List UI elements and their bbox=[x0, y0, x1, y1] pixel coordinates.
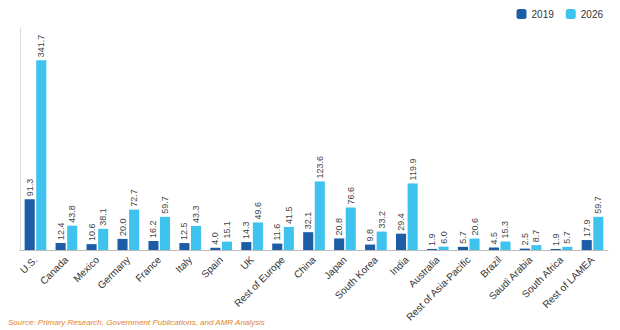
svg-text:15.1: 15.1 bbox=[222, 221, 232, 239]
svg-text:49.6: 49.6 bbox=[253, 202, 263, 220]
svg-text:20.6: 20.6 bbox=[470, 218, 480, 236]
svg-text:UK: UK bbox=[238, 254, 256, 272]
svg-text:76.6: 76.6 bbox=[346, 187, 356, 205]
svg-text:2019: 2019 bbox=[532, 9, 555, 20]
svg-text:Mexico: Mexico bbox=[71, 254, 101, 284]
svg-text:Rest of Asia-Pacific: Rest of Asia-Pacific bbox=[404, 254, 473, 323]
svg-text:Rest of Europe: Rest of Europe bbox=[232, 254, 287, 309]
svg-text:32.1: 32.1 bbox=[303, 212, 313, 230]
svg-text:38.1: 38.1 bbox=[98, 208, 108, 226]
svg-text:123.6: 123.6 bbox=[315, 156, 325, 179]
svg-text:South Africa: South Africa bbox=[519, 254, 566, 300]
svg-text:14.3: 14.3 bbox=[241, 222, 251, 240]
svg-text:10.6: 10.6 bbox=[87, 224, 97, 242]
svg-text:43.3: 43.3 bbox=[191, 205, 201, 223]
svg-text:1.9: 1.9 bbox=[427, 233, 437, 246]
svg-text:Australia: Australia bbox=[406, 254, 442, 290]
svg-text:12.5: 12.5 bbox=[179, 223, 189, 241]
svg-text:France: France bbox=[133, 254, 163, 284]
svg-text:16.2: 16.2 bbox=[148, 220, 158, 238]
svg-text:U.S.: U.S. bbox=[18, 254, 40, 276]
svg-text:341.7: 341.7 bbox=[36, 35, 46, 58]
svg-text:South Korea: South Korea bbox=[333, 254, 380, 301]
svg-text:Italy: Italy bbox=[173, 254, 194, 275]
svg-text:72.7: 72.7 bbox=[129, 189, 139, 207]
svg-text:119.9: 119.9 bbox=[408, 159, 418, 181]
svg-text:20.0: 20.0 bbox=[118, 218, 128, 236]
svg-text:8.7: 8.7 bbox=[531, 230, 541, 243]
svg-text:9.8: 9.8 bbox=[365, 229, 375, 242]
svg-text:India: India bbox=[388, 254, 411, 277]
svg-text:2.5: 2.5 bbox=[520, 233, 530, 246]
svg-text:4.0: 4.0 bbox=[210, 232, 220, 245]
svg-text:4.5: 4.5 bbox=[489, 232, 499, 245]
svg-text:59.7: 59.7 bbox=[593, 196, 603, 214]
svg-text:1.9: 1.9 bbox=[551, 233, 561, 246]
svg-text:17.9: 17.9 bbox=[582, 220, 592, 238]
svg-text:29.4: 29.4 bbox=[396, 213, 406, 231]
svg-text:12.4: 12.4 bbox=[56, 223, 66, 241]
svg-text:Rest of LAMEA: Rest of LAMEA bbox=[540, 254, 596, 310]
svg-text:Brazil: Brazil bbox=[478, 254, 503, 279]
svg-text:Saudi Arabia: Saudi Arabia bbox=[486, 254, 535, 302]
svg-text:11.6: 11.6 bbox=[272, 224, 282, 241]
svg-text:91.3: 91.3 bbox=[25, 179, 35, 197]
svg-text:Canada: Canada bbox=[38, 254, 71, 287]
svg-text:41.5: 41.5 bbox=[284, 206, 294, 224]
svg-text:43.8: 43.8 bbox=[67, 205, 77, 223]
svg-text:6.0: 6.0 bbox=[439, 231, 449, 244]
svg-text:5.7: 5.7 bbox=[562, 231, 572, 244]
svg-text:15.3: 15.3 bbox=[500, 221, 510, 239]
svg-text:Source: Primary Research, Gove: Source: Primary Research, Government Pub… bbox=[8, 318, 265, 327]
svg-text:5.7: 5.7 bbox=[458, 231, 468, 244]
svg-text:20.8: 20.8 bbox=[334, 218, 344, 236]
svg-text:China: China bbox=[292, 254, 319, 281]
svg-text:Spain: Spain bbox=[199, 254, 225, 280]
svg-text:2026: 2026 bbox=[581, 9, 604, 20]
svg-text:33.2: 33.2 bbox=[377, 211, 387, 229]
svg-text:59.7: 59.7 bbox=[160, 196, 170, 214]
svg-text:Japan: Japan bbox=[322, 254, 349, 281]
svg-text:Germany: Germany bbox=[95, 254, 132, 291]
